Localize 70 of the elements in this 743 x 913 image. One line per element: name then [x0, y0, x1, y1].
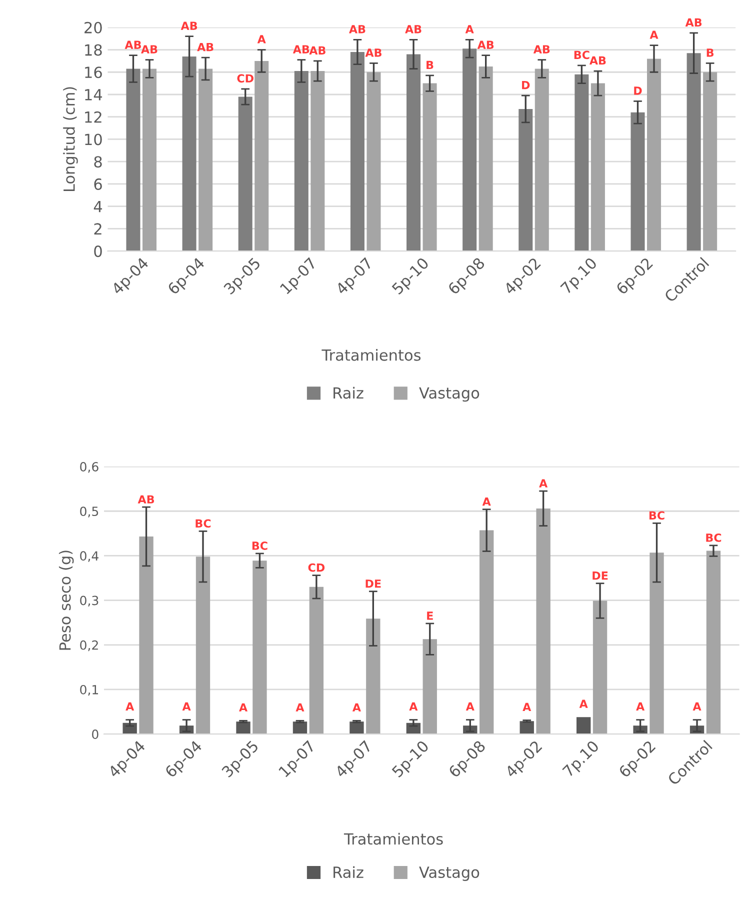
y-tick-label: 12 [85, 111, 102, 123]
y-tick-label: 0 [92, 730, 98, 739]
data-label: AB [533, 45, 550, 54]
data-label: A [465, 25, 474, 34]
y-axis-title: Peso seco (g) [58, 550, 74, 650]
data-label: DE [592, 572, 608, 580]
x-axis-title: Tratamientos [322, 349, 421, 361]
data-label: AB [197, 43, 214, 52]
data-label: D [522, 81, 530, 90]
data-label: D [634, 86, 642, 95]
y-tick-label: 0,2 [80, 640, 98, 652]
data-label: BC [706, 534, 722, 542]
data-label: BC [252, 542, 268, 550]
data-label: A [466, 702, 474, 711]
legend-label: Vastago [419, 866, 480, 881]
y-tick-label: 14 [85, 89, 102, 100]
data-label: A [482, 498, 491, 506]
data-label: AB [141, 45, 158, 54]
y-tick-label: 0,5 [80, 506, 98, 518]
data-label: AB [589, 56, 606, 65]
data-label: A [579, 700, 588, 708]
y-tick-label: 0,6 [80, 462, 98, 473]
data-label: A [409, 702, 418, 711]
y-tick-label: 4 [94, 201, 102, 212]
data-label: AB [365, 48, 382, 57]
data-label: DE [366, 580, 381, 588]
y-axis-title: Longitud (cm) [63, 87, 78, 192]
data-label: E [427, 612, 433, 620]
x-axis-title: Tratamientos [344, 832, 443, 845]
legend-label: Raiz [334, 386, 364, 399]
data-label: A [522, 702, 532, 711]
data-label: A [692, 702, 702, 711]
data-label: AB [685, 18, 702, 27]
y-tick-label: 16 [85, 66, 102, 78]
y-tick-label: 20 [84, 22, 102, 34]
y-tick-label: 0,3 [80, 596, 98, 606]
data-label: AB [292, 45, 310, 54]
y-tick-label: 0 [94, 246, 102, 258]
data-label: AB [138, 495, 154, 504]
data-label: A [182, 702, 191, 711]
data-label: A [352, 703, 361, 712]
y-tick-label: 6 [94, 178, 102, 190]
data-label: BC [574, 50, 590, 60]
data-label: BC [196, 519, 211, 528]
data-label: B [426, 60, 434, 70]
legend-label: Raiz [334, 866, 364, 878]
data-label: A [257, 35, 266, 44]
data-label: A [126, 702, 134, 711]
data-label: A [539, 479, 548, 488]
y-tick-label: 0,1 [80, 684, 98, 696]
data-label: AB [309, 46, 326, 54]
legend-label: Vastago [419, 387, 480, 402]
data-label: AB [180, 22, 198, 30]
data-label: CD [237, 74, 254, 83]
data-label: A [296, 703, 304, 712]
data-label: B [706, 48, 714, 57]
data-label: AB [477, 40, 494, 49]
data-label: A [239, 703, 248, 712]
y-tick-label: 8 [94, 156, 102, 168]
data-label: AB [124, 40, 141, 49]
data-label: A [636, 702, 645, 711]
y-tick-label: 2 [94, 223, 102, 235]
y-tick-label: 0,4 [80, 551, 98, 562]
data-label: AB [405, 25, 422, 34]
y-tick-label: 10 [85, 134, 102, 146]
y-tick-label: 18 [85, 44, 102, 56]
data-label: BC [649, 511, 664, 520]
data-label: A [650, 30, 658, 39]
data-label: CD [308, 563, 325, 572]
data-label: AB [348, 25, 366, 34]
